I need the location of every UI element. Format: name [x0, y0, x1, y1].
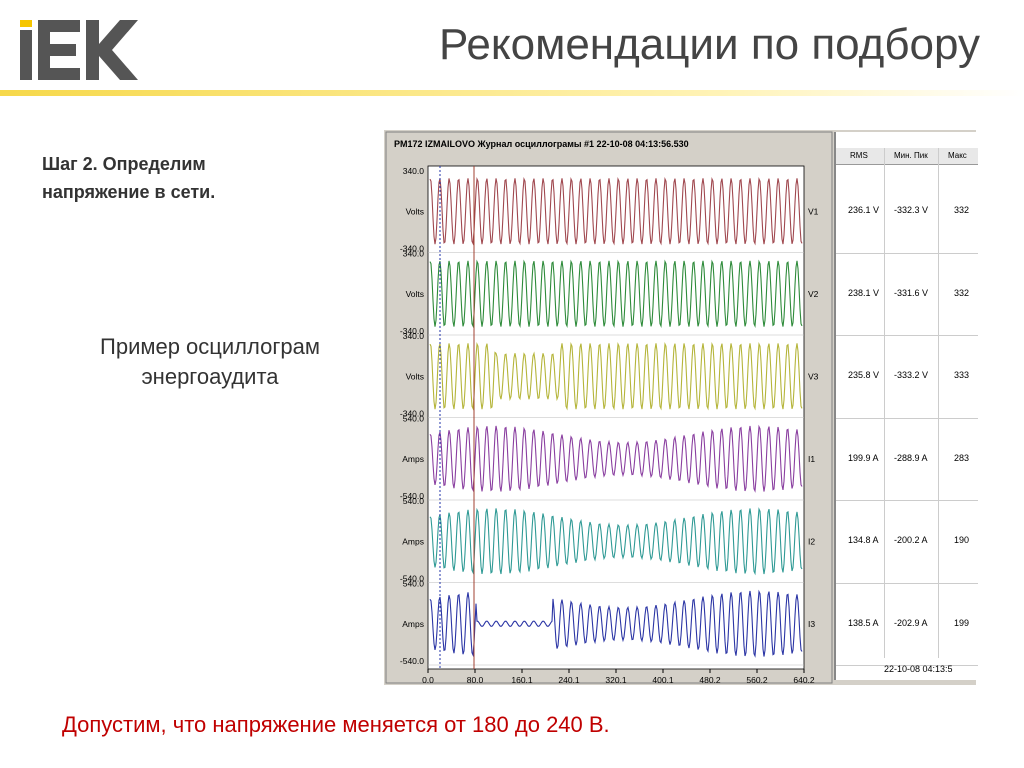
y-unit-label: Amps — [402, 454, 424, 464]
table-footer: 22-10-08 04:13:5 — [884, 664, 953, 674]
y-top-label: 340.0 — [403, 331, 425, 341]
table-cell: -200.2 A — [894, 535, 928, 546]
channel-label: I2 — [808, 536, 815, 546]
col-max: Макс — [948, 151, 967, 160]
accent-rule — [0, 90, 1024, 96]
table-row-divider — [836, 582, 978, 584]
waveform-v3 — [429, 341, 803, 411]
channel-label: I3 — [808, 619, 815, 629]
y-unit-label: Volts — [406, 206, 424, 216]
page-title: Рекомендации по подбору — [438, 20, 980, 69]
table-row-divider — [836, 665, 978, 666]
table-cell: 283 — [954, 452, 970, 463]
step-line-1: Шаг 2. Определим — [42, 154, 206, 174]
y-unit-label: Volts — [406, 289, 424, 299]
channel-label: I1 — [808, 454, 815, 464]
table-cell: 235.8 V — [848, 370, 880, 381]
y-bottom-label: -540.0 — [400, 656, 424, 666]
table-cell: 134.8 A — [848, 535, 879, 546]
table-cell: -332.3 V — [894, 205, 929, 216]
x-tick-label: 560.2 — [746, 675, 768, 685]
channel-label: V3 — [808, 371, 819, 381]
y-bottom-label: -540.0 — [400, 574, 424, 584]
table-cell: -202.9 A — [894, 617, 928, 628]
example-line-2: энергоаудита — [141, 364, 279, 389]
table-row-divider — [836, 417, 978, 419]
y-top-label: 540.0 — [403, 496, 425, 506]
table-cell: -288.9 A — [894, 452, 928, 463]
channel-label: V2 — [808, 289, 819, 299]
table-row-divider — [836, 335, 978, 336]
waveform-v2 — [429, 259, 803, 329]
table-cell: 238.1 V — [848, 287, 880, 298]
channel-label: V1 — [808, 206, 819, 216]
table-col-divider — [938, 148, 939, 658]
table-cell: 333 — [954, 370, 970, 381]
y-bottom-label: -340.0 — [400, 326, 424, 336]
y-top-label: 340.0 — [403, 249, 425, 259]
conclusion-text: Допустим, что напряжение меняется от 180… — [62, 712, 610, 737]
col-min-peak: Мин. Пик — [894, 151, 928, 160]
table-cell: 332 — [954, 287, 970, 298]
y-top-label: 340.0 — [403, 166, 425, 176]
example-line-1: Пример осциллограм — [100, 334, 320, 359]
table-row-divider — [836, 500, 978, 501]
table-header: RMS Мин. Пик Макс — [836, 148, 978, 165]
waveform-i1 — [429, 424, 803, 493]
oscillogram-header: PM172 IZMAILOVO Журнал осциллограмы #1 2… — [394, 139, 689, 149]
x-tick-label: 640.2 — [793, 675, 815, 685]
y-top-label: 540.0 — [403, 414, 425, 424]
x-tick-label: 400.1 — [652, 675, 674, 685]
waveform-v1 — [429, 176, 803, 246]
x-tick-label: 0.0 — [422, 675, 434, 685]
x-tick-label: 160.1 — [511, 675, 533, 685]
table-cell: 138.5 A — [848, 617, 879, 628]
example-caption: Пример осциллограм энергоаудита — [40, 332, 380, 392]
table-cell: -333.2 V — [894, 370, 929, 381]
y-unit-label: Amps — [402, 536, 424, 546]
table-cell: 199.9 A — [848, 452, 879, 463]
y-unit-label: Volts — [406, 371, 424, 381]
x-tick-label: 240.1 — [558, 675, 580, 685]
iek-logo — [20, 20, 138, 80]
measurement-table: RMS Мин. Пик Макс 236.1 V -332.3 V 332 238.… — [834, 132, 978, 680]
table-col-divider — [884, 148, 885, 658]
table-cell: 190 — [954, 535, 970, 546]
x-tick-label: 480.2 — [699, 675, 721, 685]
y-bottom-label: -340.0 — [400, 409, 424, 419]
x-tick-label: 320.1 — [605, 675, 627, 685]
y-bottom-label: -540.0 — [400, 491, 424, 501]
table-row-divider — [836, 252, 978, 254]
table-cell: -331.6 V — [894, 287, 929, 298]
col-rms: RMS — [850, 151, 868, 160]
waveform-i3 — [429, 589, 803, 658]
oscillogram-panel: 340.0 -340.0 Volts V1 340.0 -340.0 Volts V2 340.… — [384, 130, 978, 685]
x-tick-label: 80.0 — [467, 675, 484, 685]
step-heading: Шаг 2. Определим напряжение в сети. — [42, 150, 342, 206]
table-cell: 236.1 V — [848, 205, 880, 216]
y-bottom-label: -340.0 — [400, 244, 424, 254]
step-line-2: напряжение в сети. — [42, 182, 216, 202]
waveform-i2 — [429, 507, 803, 576]
table-cell: 199 — [954, 617, 970, 628]
y-top-label: 540.0 — [403, 579, 425, 589]
table-cell: 332 — [954, 205, 970, 216]
y-unit-label: Amps — [402, 619, 424, 629]
